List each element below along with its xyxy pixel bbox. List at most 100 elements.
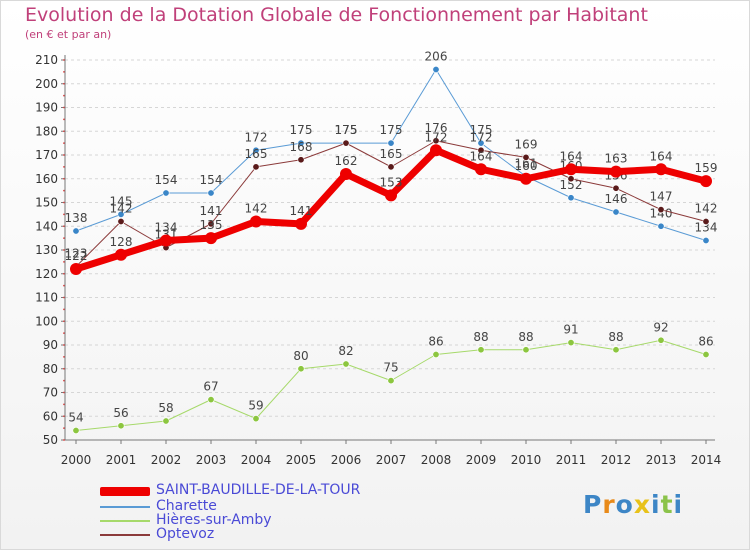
axis-dot bbox=[63, 344, 65, 346]
data-label-saint-baudille-de-la-tour: 122 bbox=[65, 249, 88, 263]
y-tick-label: 160 bbox=[35, 172, 58, 186]
data-point-saint-baudille-de-la-tour bbox=[160, 234, 172, 247]
axis-dot bbox=[63, 165, 65, 168]
y-tick-label: 70 bbox=[43, 386, 58, 400]
x-tick-label: 2009 bbox=[466, 453, 497, 467]
x-tick-label: 2005 bbox=[286, 453, 317, 467]
data-label-charette: 152 bbox=[560, 178, 583, 192]
y-tick-label: 80 bbox=[43, 362, 58, 376]
y-tick-label: 190 bbox=[35, 101, 58, 115]
data-label-optevoz: 147 bbox=[650, 190, 673, 204]
data-point-saint-baudille-de-la-tour bbox=[610, 165, 622, 178]
axis-dot bbox=[63, 260, 65, 263]
data-point-optevoz bbox=[432, 137, 440, 145]
data-point-hi-res-sur-amby bbox=[207, 396, 215, 404]
data-point-saint-baudille-de-la-tour bbox=[70, 263, 82, 275]
data-label-optevoz: 165 bbox=[380, 147, 403, 161]
data-label-hi-res-sur-amby: 86 bbox=[428, 335, 443, 349]
data-label-charette: 138 bbox=[65, 211, 88, 225]
y-tick-label: 50 bbox=[43, 433, 58, 447]
data-point-hi-res-sur-amby bbox=[567, 339, 575, 347]
legend-label-charette: Charette bbox=[156, 498, 217, 514]
data-label-saint-baudille-de-la-tour: 135 bbox=[200, 218, 223, 232]
data-point-hi-res-sur-amby bbox=[522, 346, 530, 354]
data-label-hi-res-sur-amby: 92 bbox=[653, 320, 668, 334]
axis-dot bbox=[63, 427, 65, 430]
data-point-hi-res-sur-amby bbox=[612, 346, 620, 354]
data-point-saint-baudille-de-la-tour bbox=[385, 189, 397, 202]
axis-dot bbox=[63, 106, 65, 109]
data-label-optevoz: 175 bbox=[335, 123, 358, 137]
data-point-optevoz bbox=[657, 206, 665, 214]
data-label-charette: 206 bbox=[425, 50, 448, 64]
data-label-saint-baudille-de-la-tour: 134 bbox=[155, 221, 178, 235]
data-point-optevoz bbox=[207, 220, 215, 228]
data-point-optevoz bbox=[567, 175, 575, 183]
x-tick-label: 2010 bbox=[511, 453, 542, 467]
y-tick-label: 90 bbox=[43, 338, 58, 352]
data-point-hi-res-sur-amby bbox=[117, 422, 125, 430]
data-point-optevoz bbox=[702, 218, 710, 226]
data-label-hi-res-sur-amby: 80 bbox=[293, 349, 308, 363]
data-label-hi-res-sur-amby: 58 bbox=[158, 401, 173, 415]
data-label-charette: 154 bbox=[155, 173, 178, 187]
data-point-saint-baudille-de-la-tour bbox=[115, 248, 127, 261]
data-label-optevoz: 172 bbox=[470, 130, 493, 144]
axis-dot bbox=[63, 439, 65, 441]
legend-label-hieres: Hières-sur-Amby bbox=[156, 512, 272, 528]
data-point-saint-baudille-de-la-tour bbox=[340, 168, 352, 180]
axis-dot bbox=[63, 118, 65, 121]
data-label-hi-res-sur-amby: 91 bbox=[563, 323, 578, 337]
axis-dot bbox=[63, 284, 65, 287]
data-label-hi-res-sur-amby: 88 bbox=[473, 330, 488, 344]
data-label-hi-res-sur-amby: 75 bbox=[383, 361, 398, 375]
data-point-charette bbox=[567, 194, 575, 202]
axis-dot bbox=[63, 59, 65, 61]
y-tick-label: 100 bbox=[35, 314, 58, 328]
proxiti-logo: Proxiti bbox=[583, 490, 683, 519]
axis-dot bbox=[63, 237, 65, 240]
legend-label-saint-baudille: SAINT-BAUDILLE-DE-LA-TOUR bbox=[156, 482, 361, 498]
data-label-charette: 175 bbox=[335, 123, 358, 137]
data-point-saint-baudille-de-la-tour bbox=[205, 232, 217, 245]
data-label-charette: 140 bbox=[650, 206, 673, 220]
axis-dot bbox=[63, 355, 65, 358]
data-point-saint-baudille-de-la-tour bbox=[430, 144, 442, 157]
data-label-saint-baudille-de-la-tour: 128 bbox=[110, 235, 133, 249]
data-label-saint-baudille-de-la-tour: 153 bbox=[380, 175, 403, 189]
data-label-optevoz: 141 bbox=[200, 204, 223, 218]
axis-dot bbox=[63, 70, 65, 73]
logo-letter: P bbox=[583, 490, 603, 519]
legend-swatch-hieres bbox=[100, 520, 150, 522]
data-point-hi-res-sur-amby bbox=[342, 360, 350, 368]
data-point-charette bbox=[657, 222, 665, 230]
axis-dot bbox=[63, 379, 65, 382]
data-label-charette: 145 bbox=[110, 194, 133, 208]
axis-dot bbox=[63, 189, 65, 192]
data-point-charette bbox=[162, 189, 170, 197]
data-label-charette: 154 bbox=[200, 173, 223, 187]
data-point-optevoz bbox=[117, 218, 125, 226]
axis-dot bbox=[63, 249, 65, 251]
data-label-saint-baudille-de-la-tour: 164 bbox=[650, 149, 673, 163]
data-point-saint-baudille-de-la-tour bbox=[295, 217, 307, 230]
axis-dot bbox=[63, 367, 65, 370]
data-label-charette: 134 bbox=[695, 221, 718, 235]
axis-dot bbox=[63, 403, 65, 406]
data-point-charette bbox=[297, 139, 305, 147]
data-label-charette: 175 bbox=[380, 123, 403, 137]
data-label-hi-res-sur-amby: 86 bbox=[698, 335, 713, 349]
x-tick-label: 2002 bbox=[151, 453, 182, 467]
data-point-saint-baudille-de-la-tour bbox=[565, 163, 577, 176]
data-point-hi-res-sur-amby bbox=[477, 346, 485, 354]
x-tick-label: 2000 bbox=[61, 453, 92, 467]
y-tick-label: 130 bbox=[35, 243, 58, 257]
data-label-optevoz: 142 bbox=[695, 202, 718, 216]
data-label-hi-res-sur-amby: 67 bbox=[203, 380, 218, 394]
chart-title: Evolution de la Dotation Globale de Fonc… bbox=[25, 4, 648, 26]
data-point-saint-baudille-de-la-tour bbox=[250, 215, 262, 228]
y-tick-label: 120 bbox=[35, 267, 58, 281]
data-label-optevoz: 142 bbox=[110, 202, 133, 216]
